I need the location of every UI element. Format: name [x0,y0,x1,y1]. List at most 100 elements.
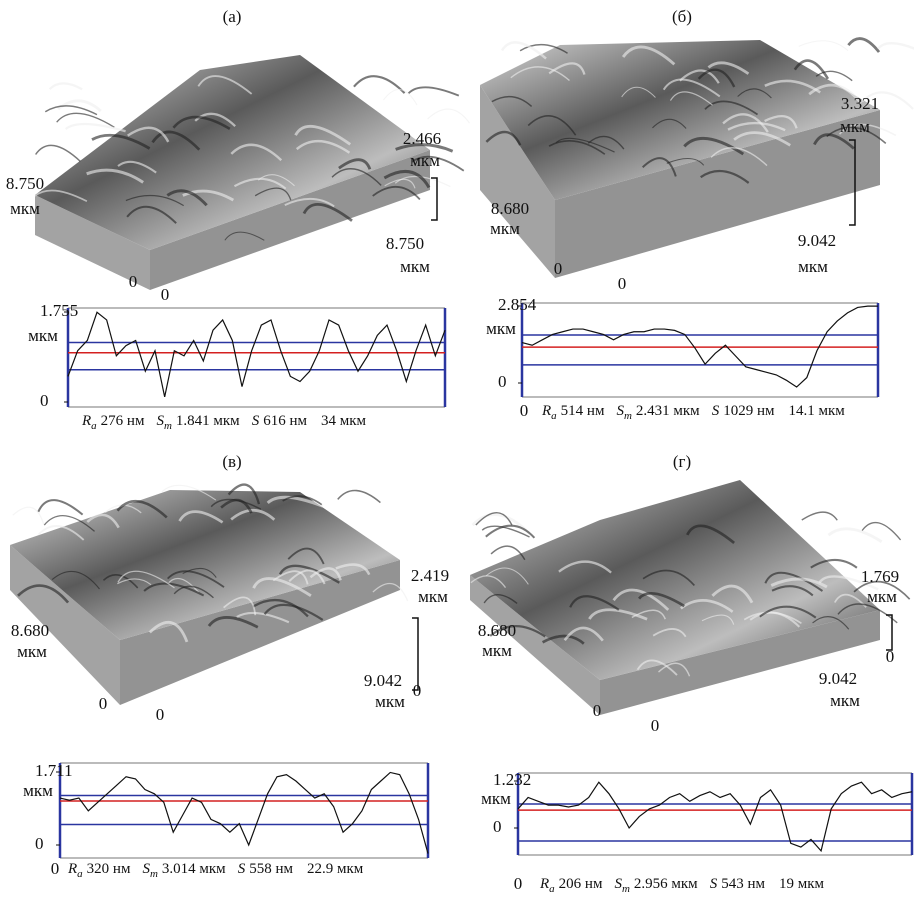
stat-subscript: a [551,410,557,422]
stat-value: 320 нм [87,861,131,877]
y-tick-label: 1.232 [493,770,531,789]
stat-symbol: R [81,413,91,429]
panel-label: (а) [223,7,242,26]
origin-y: 0 [99,694,108,713]
y-tick-label: 0 [498,372,507,391]
y-unit: мкм [486,319,516,338]
surface-texture [878,43,914,58]
y-tick-label: 0 [35,834,44,853]
y-unit: мкм [10,199,40,218]
surface-texture [799,41,848,51]
stat-value: 558 нм [249,861,293,877]
stat-value: 206 нм [559,876,603,892]
y-extent: 8.680 [491,199,529,218]
panel-label: (в) [222,452,241,471]
height-unit: мкм [418,587,448,606]
stat-subscript: m [150,868,158,880]
stat-value: 14.1 мкм [788,403,845,419]
surface-texture [409,87,459,95]
surface-texture [338,491,381,503]
surface-texture [383,89,417,104]
origin-y: 0 [554,259,563,278]
surface-texture [66,124,126,131]
stat-value: 543 нм [721,876,765,892]
y-tick-label: 2.854 [498,295,537,314]
panel-label: (б) [672,7,692,26]
height-bracket [431,178,437,220]
height-bracket [886,615,892,650]
y-extent: 8.680 [478,621,516,640]
surface-texture [802,512,837,520]
stat-value: 19 мкм [779,876,825,892]
y-unit: мкм [490,219,520,238]
surface-texture [473,515,530,534]
y-tick-label: 1.755 [40,301,78,320]
surface-texture [354,76,405,93]
origin-y: 0 [129,272,138,291]
stat-value: 34 мкм [321,413,367,429]
x-origin: 0 [51,859,60,878]
origin-x: 0 [156,705,165,724]
x-unit: мкм [400,257,430,276]
stat-value: 2.956 мкм [634,876,698,892]
origin-y: 0 [593,701,602,720]
x-extent: 9.042 [819,669,857,688]
x-origin: 0 [520,401,529,420]
y-unit: мкм [481,789,511,808]
y-unit: мкм [28,326,58,345]
height-zero: 0 [886,647,895,666]
stat-symbol: S [710,876,718,892]
height-zero: 0 [413,681,422,700]
y-unit: мкм [23,781,53,800]
surface-texture [57,113,115,127]
y-unit: мкм [482,641,512,660]
height-unit: мкм [867,587,897,606]
stat-subscript: m [164,420,172,432]
y-unit: мкм [17,642,47,661]
stat-value: 514 нм [561,403,605,419]
stat-value: 276 нм [101,413,145,429]
x-unit: мкм [830,691,860,710]
x-unit: мкм [375,692,405,711]
stat-value: 22.9 мкм [307,861,364,877]
stat-symbol: R [67,861,77,877]
stat-symbol: R [541,403,551,419]
height-bracket [412,618,418,690]
origin-x: 0 [651,716,660,735]
stat-symbol: S [238,861,246,877]
stat-subscript: m [622,883,630,895]
stat-value: 2.431 мкм [636,403,700,419]
x-extent: 9.042 [798,231,836,250]
origin-x: 0 [161,285,170,304]
y-tick-label: 0 [493,817,502,836]
surface-texture [828,529,881,542]
x-extent: 8.750 [386,234,424,253]
panel-label: (г) [673,452,691,471]
y-tick-label: 1.711 [35,761,73,780]
stat-value: 1029 нм [723,403,775,419]
y-extent: 8.750 [6,174,44,193]
stat-symbol: S [252,413,260,429]
y-tick-label: 0 [40,391,49,410]
surface-texture [848,39,879,52]
y-extent: 8.680 [11,621,49,640]
height-unit: мкм [410,151,440,170]
figure: (а)2.466мкм8.750мкм8.750мкм0001.755мкмRa… [0,0,914,900]
x-origin: 0 [514,874,523,893]
stat-subscript: a [77,868,83,880]
stat-value: 616 нм [263,413,307,429]
origin-x: 0 [618,274,627,293]
x-extent: 9.042 [364,671,402,690]
surface-texture [36,145,81,161]
height-value: 2.466 [403,129,441,148]
profile-line [68,312,445,397]
surface-texture [428,109,470,123]
surface-texture [50,83,83,89]
stat-value: 3.014 мкм [162,861,226,877]
stat-symbol: S [712,403,720,419]
stat-subscript: m [624,410,632,422]
